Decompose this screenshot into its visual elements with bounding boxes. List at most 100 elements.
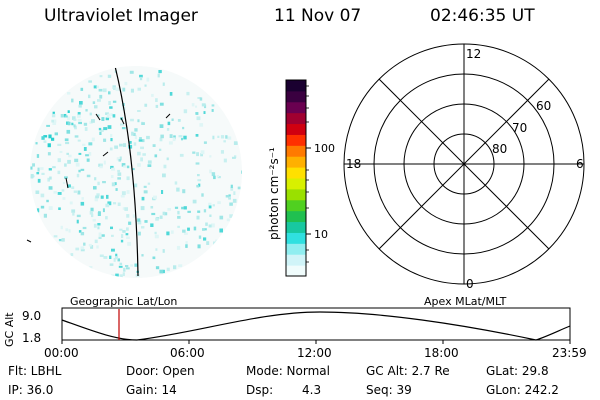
emission-speckle xyxy=(90,245,94,249)
emission-speckle xyxy=(96,193,100,197)
emission-speckle xyxy=(215,239,219,244)
emission-speckle xyxy=(82,226,87,230)
emission-speckle xyxy=(92,218,96,222)
emission-speckle xyxy=(192,199,197,204)
emission-speckle xyxy=(64,163,67,167)
emission-speckle xyxy=(57,143,62,146)
emission-speckle xyxy=(208,224,212,228)
emission-speckle xyxy=(108,91,111,95)
emission-speckle xyxy=(117,258,120,262)
emission-speckle xyxy=(115,253,118,257)
emission-speckle xyxy=(232,198,237,203)
emission-speckle xyxy=(216,175,220,178)
emission-speckle xyxy=(159,215,163,219)
emission-speckle xyxy=(77,112,81,115)
emission-speckle xyxy=(72,213,75,216)
colorbar-segment xyxy=(286,156,306,168)
emission-speckle xyxy=(40,205,45,209)
emission-speckle xyxy=(88,142,93,146)
colorbar-segment xyxy=(286,90,306,103)
emission-speckle xyxy=(62,197,66,200)
colorbar-segment xyxy=(286,265,306,277)
emission-speckle xyxy=(120,239,124,243)
emission-speckle xyxy=(161,190,164,194)
emission-speckle xyxy=(71,209,76,213)
emission-speckle xyxy=(228,197,231,200)
emission-speckle xyxy=(182,126,185,130)
emission-speckle xyxy=(127,241,132,246)
emission-speckle xyxy=(65,141,70,145)
emission-speckle xyxy=(111,248,115,252)
emission-speckle xyxy=(78,104,82,108)
emission-speckle xyxy=(41,136,45,140)
emission-speckle xyxy=(229,214,233,218)
emission-speckle xyxy=(203,209,207,213)
emission-speckle xyxy=(118,159,121,162)
info-ip: IP: 36.0 xyxy=(8,383,54,397)
emission-speckle xyxy=(76,219,79,224)
emission-speckle xyxy=(103,138,107,142)
emission-speckle xyxy=(139,76,143,81)
emission-speckle xyxy=(169,92,173,96)
emission-speckle xyxy=(183,206,187,210)
emission-speckle xyxy=(219,228,223,233)
emission-speckle xyxy=(99,163,103,167)
emission-speckle xyxy=(121,127,126,130)
emission-speckle xyxy=(139,137,142,140)
mlt-label-18: 18 xyxy=(346,157,361,171)
emission-speckle xyxy=(166,128,170,131)
emission-speckle xyxy=(86,158,90,162)
emission-speckle xyxy=(192,151,196,154)
emission-speckle xyxy=(66,121,70,125)
time-label: 02:46:35 UT xyxy=(430,6,535,26)
emission-speckle xyxy=(237,186,241,190)
emission-speckle xyxy=(123,267,126,272)
emission-speckle xyxy=(178,264,183,268)
emission-speckle xyxy=(111,274,115,278)
emission-speckle xyxy=(211,104,215,107)
emission-speckle xyxy=(201,193,204,197)
emission-speckle xyxy=(97,181,100,186)
emission-speckle xyxy=(43,135,48,138)
emission-speckle xyxy=(36,172,40,175)
emission-speckle xyxy=(166,231,170,236)
emission-speckle xyxy=(97,223,101,226)
emission-speckle xyxy=(173,135,176,140)
emission-speckle xyxy=(167,208,171,211)
emission-speckle xyxy=(35,142,38,145)
emission-speckle xyxy=(171,118,174,121)
emission-speckle xyxy=(49,176,52,180)
emission-speckle xyxy=(118,265,123,268)
emission-speckle xyxy=(166,267,170,272)
emission-speckle xyxy=(155,98,158,102)
emission-speckle xyxy=(71,122,74,126)
emission-speckle xyxy=(96,245,99,249)
emission-speckle xyxy=(43,140,47,143)
emission-speckle xyxy=(72,116,76,120)
info-dsp-label: Dsp: xyxy=(246,383,274,397)
emission-speckle xyxy=(147,160,152,164)
emission-speckle xyxy=(146,135,150,140)
track-x-tick-0000: 00:00 xyxy=(44,346,79,360)
emission-speckle xyxy=(159,102,164,106)
emission-speckle xyxy=(71,98,74,103)
colorbar-segment xyxy=(286,101,306,114)
disc-background xyxy=(30,66,242,278)
emission-speckle xyxy=(103,160,106,165)
emission-speckle xyxy=(137,110,141,112)
emission-speckle xyxy=(197,174,200,177)
emission-speckle xyxy=(47,152,51,156)
emission-speckle xyxy=(163,212,168,216)
emission-speckle xyxy=(178,135,183,138)
emission-speckle xyxy=(67,116,70,121)
emission-speckle xyxy=(173,265,177,270)
emission-speckle xyxy=(110,165,114,169)
emission-speckle xyxy=(37,167,40,172)
emission-speckle xyxy=(144,220,148,223)
emission-speckle xyxy=(233,141,238,145)
emission-speckle xyxy=(157,73,160,78)
emission-speckle xyxy=(67,159,71,164)
emission-speckle xyxy=(137,151,141,156)
emission-speckle xyxy=(102,181,106,184)
